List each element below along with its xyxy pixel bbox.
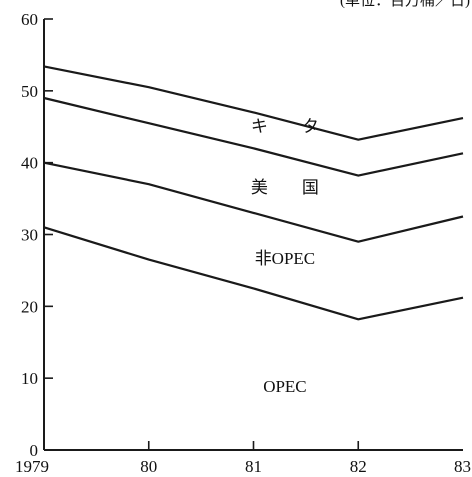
region-label-other: キ タ xyxy=(251,117,319,136)
x-tick-label: 1979 xyxy=(15,457,49,476)
y-tick-label: 50 xyxy=(21,82,38,101)
x-tick-label: 81 xyxy=(245,457,262,476)
region-label-opec: OPEC xyxy=(263,377,306,396)
y-tick-label: 10 xyxy=(21,369,38,388)
unit-label: (单位：百万桶／日) xyxy=(340,0,470,9)
y-tick-label: 40 xyxy=(21,154,38,173)
y-tick-label: 30 xyxy=(21,226,38,245)
y-tick-label: 60 xyxy=(21,10,38,29)
boundary-line-opec xyxy=(43,226,464,321)
boundary-line-non-opec xyxy=(43,161,464,243)
y-tick-label: 0 xyxy=(30,441,39,460)
x-tick-label: 80 xyxy=(140,457,157,476)
boundary-line-other xyxy=(43,65,464,141)
x-tick-label: 82 xyxy=(350,457,367,476)
x-tick-label: 83 xyxy=(454,457,471,476)
boundary-line-usa xyxy=(43,96,464,177)
y-tick-label: 20 xyxy=(21,297,38,316)
axes: 0 10 20 30 40 50 60 1979 80 81 82 83 xyxy=(15,10,471,476)
series-lines xyxy=(43,65,464,321)
region-label-usa: 美 国 xyxy=(251,178,319,197)
region-label-non-opec: 非OPEC xyxy=(255,249,315,268)
